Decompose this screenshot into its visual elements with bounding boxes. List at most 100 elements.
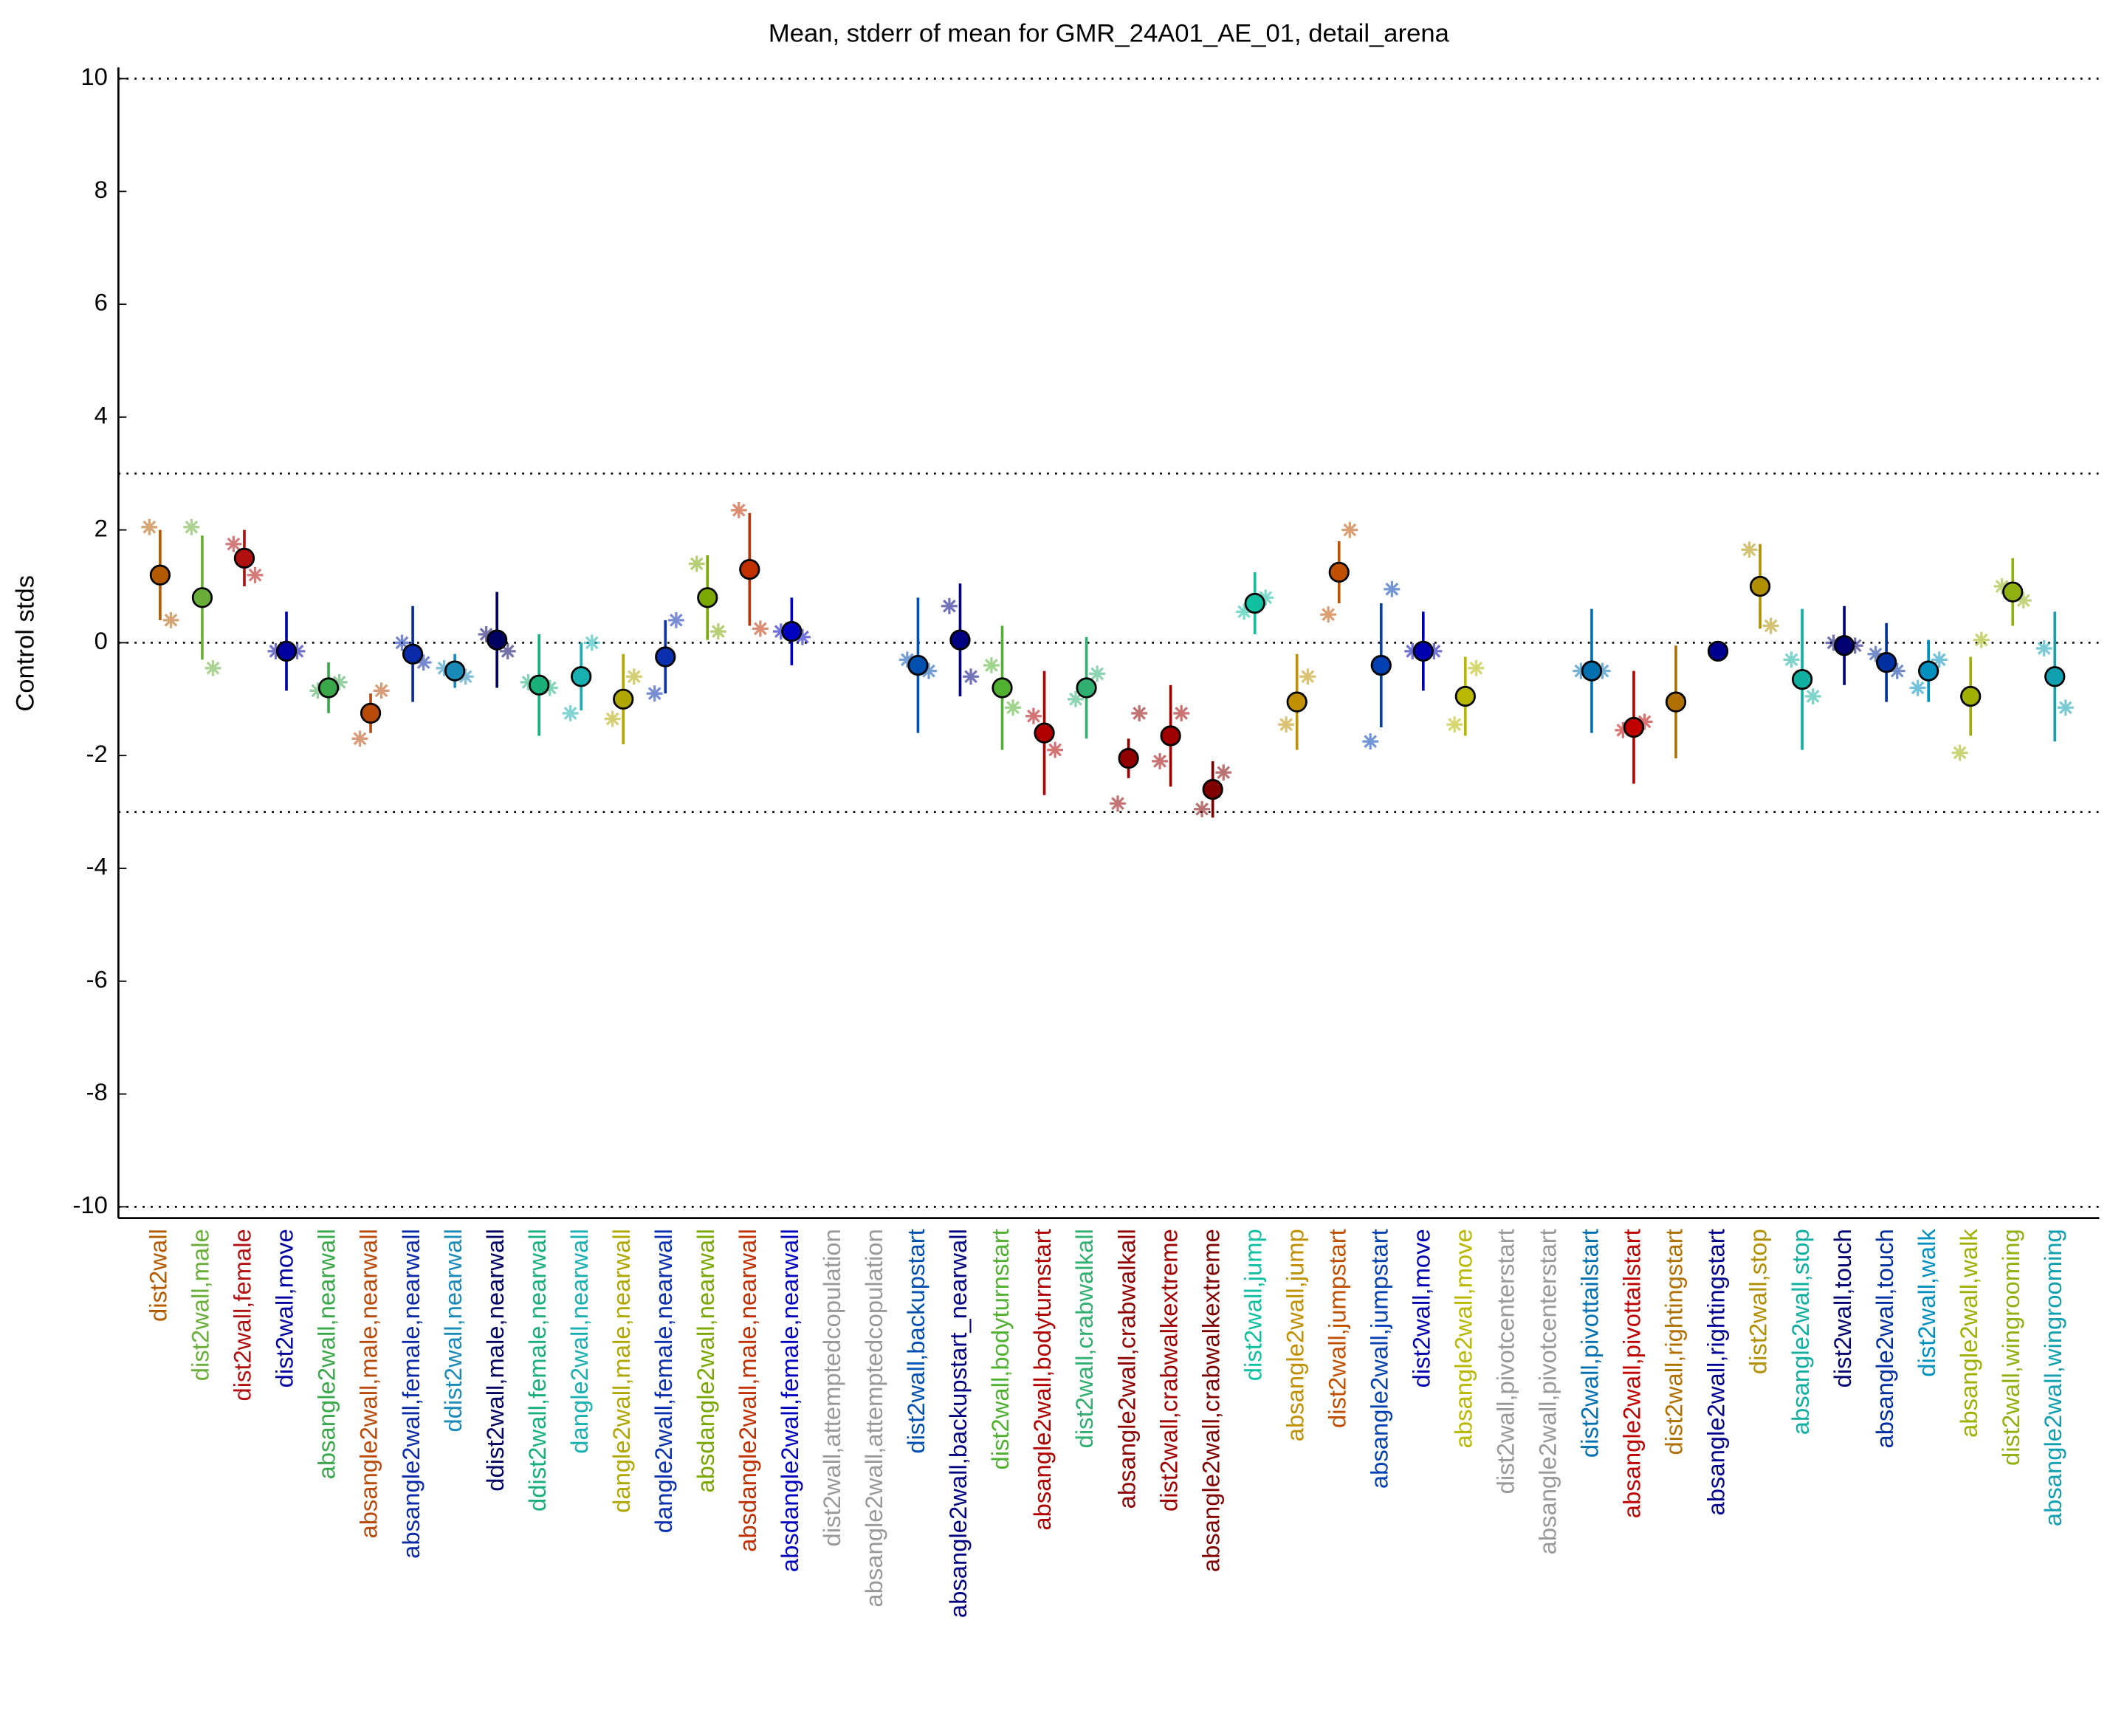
asterisk [1131, 704, 1148, 721]
mean-marker [487, 629, 508, 651]
mean-marker [317, 677, 340, 699]
x-tick-label: dangle2wall,female,nearwall [650, 1229, 677, 1533]
mean-marker [949, 629, 971, 651]
x-tick-label: absangle2wall,touch [1871, 1229, 1898, 1448]
asterisk [1384, 580, 1401, 597]
mean-marker [1876, 652, 1897, 673]
mean-marker [1244, 592, 1265, 614]
asterisk [1804, 688, 1821, 704]
y-tick-label: 4 [94, 402, 108, 429]
asterisk [1278, 716, 1295, 733]
asterisk [1194, 800, 1211, 817]
mean-marker [907, 654, 929, 676]
x-tick-label: absangle2wall,jump [1281, 1229, 1308, 1441]
asterisk [1741, 541, 1758, 558]
asterisk [583, 634, 600, 651]
mean-marker [1623, 716, 1645, 738]
mean-marker [697, 587, 718, 608]
asterisk [1152, 752, 1168, 769]
x-tick-label: dist2wall,female [229, 1229, 256, 1401]
asterisk [1299, 668, 1316, 685]
mean-marker [1076, 677, 1097, 699]
y-tick-label: -8 [86, 1078, 108, 1105]
x-tick-label: absangle2wall,rightingstart [1702, 1229, 1730, 1515]
x-tick-label: absangle2wall,walk [1955, 1229, 1982, 1438]
x-tick-label: dist2wall,move [271, 1229, 298, 1387]
asterisk [1215, 764, 1232, 781]
asterisk [520, 673, 537, 690]
asterisk [1783, 651, 1800, 668]
asterisk [247, 566, 264, 583]
x-tick-label: absangle2wall,stop [1787, 1229, 1814, 1435]
asterisk [562, 704, 579, 721]
x-tick-label: absdangle2wall,male,nearwall [734, 1229, 761, 1552]
mean-marker [1833, 635, 1855, 656]
x-tick-label: dist2wall,pivottailstart [1576, 1229, 1604, 1458]
x-tick-label: absangle2wall,pivotcenterstart [1534, 1229, 1561, 1554]
asterisk [394, 634, 410, 651]
asterisk [963, 668, 979, 685]
asterisk [1089, 665, 1106, 682]
asterisk [205, 659, 221, 676]
asterisk [162, 611, 179, 628]
asterisk [1468, 659, 1485, 676]
x-tick-label: dist2wall,walk [1913, 1229, 1940, 1377]
asterisk [1110, 795, 1126, 812]
asterisk [1636, 713, 1653, 730]
asterisk [331, 673, 348, 690]
asterisk [921, 662, 937, 679]
mean-marker [1160, 725, 1181, 747]
x-tick-label: absangle2wall,wingrooming [2039, 1229, 2066, 1526]
x-tick-label: dist2wall,jumpstart [1323, 1229, 1350, 1428]
asterisk [752, 620, 769, 637]
x-tick-label: dist2wall,jump [1239, 1229, 1266, 1381]
mean-marker [149, 564, 171, 586]
asterisk [1951, 744, 1968, 761]
x-tick-label: ddist2wall,nearwall [439, 1229, 467, 1432]
asterisk [1846, 637, 1863, 654]
mean-marker [2002, 581, 2024, 603]
x-tick-label: dist2wall,backupstart [902, 1229, 929, 1453]
y-tick-label: -10 [72, 1191, 107, 1218]
asterisk [688, 555, 705, 572]
asterisk [1005, 699, 1022, 716]
x-tick-label: absangle2wall,female,nearwall [397, 1229, 425, 1559]
asterisk [2035, 640, 2052, 657]
x-tick-label: dist2wall,crabwalkall [1071, 1229, 1098, 1448]
mean-marker [360, 702, 382, 724]
asterisk [1573, 662, 1590, 679]
asterisk [1173, 704, 1190, 721]
mean-marker [571, 666, 592, 687]
asterisk [1426, 642, 1443, 659]
asterisk [1931, 651, 1948, 668]
mean-marker [444, 660, 466, 682]
x-tick-label: absangle2wall,move [1450, 1229, 1477, 1448]
asterisk [141, 518, 158, 535]
asterisk [499, 642, 516, 659]
mean-marker [233, 547, 255, 569]
y-tick-label: -4 [86, 853, 108, 880]
x-tick-label: absangle2wall,crabwalkall [1113, 1229, 1140, 1509]
mean-marker [1034, 722, 1055, 744]
x-tick-label: dist2wall,pivotcenterstart [1492, 1229, 1519, 1494]
mean-marker [613, 688, 634, 710]
mean-marker [655, 646, 676, 668]
x-tick-label: absangle2wall,jumpstart [1365, 1229, 1392, 1489]
mean-marker [1791, 668, 1813, 690]
asterisk [541, 679, 558, 696]
asterisk [1025, 707, 1042, 724]
asterisk [709, 623, 726, 640]
asterisk [1867, 645, 1884, 662]
mean-marker [1202, 778, 1223, 800]
x-tick-label: dist2wall,bodyturnstart [986, 1229, 1014, 1469]
asterisk [983, 657, 1000, 673]
mean-marker [739, 558, 760, 580]
asterisk [646, 685, 663, 702]
y-tick-label: 8 [94, 176, 108, 203]
asterisk [1825, 634, 1842, 651]
x-tick-label: absangle2wall,backupstart_nearwall [944, 1229, 972, 1618]
x-tick-label: absdangle2wall,nearwall [692, 1229, 719, 1492]
asterisk [1446, 716, 1463, 733]
